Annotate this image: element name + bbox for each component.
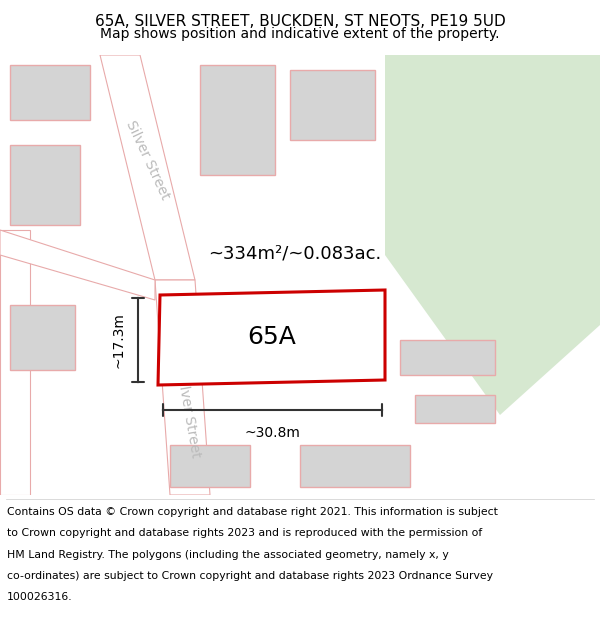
Text: Map shows position and indicative extent of the property.: Map shows position and indicative extent… — [100, 28, 500, 41]
Bar — [415, 395, 495, 423]
Bar — [10, 145, 80, 225]
Polygon shape — [0, 230, 155, 300]
Bar — [200, 65, 275, 175]
Bar — [10, 65, 90, 120]
Text: 65A: 65A — [248, 325, 296, 349]
Bar — [290, 70, 375, 140]
Bar — [170, 445, 250, 487]
Text: ~334m²/~0.083ac.: ~334m²/~0.083ac. — [208, 244, 382, 262]
Bar — [300, 445, 410, 487]
Polygon shape — [158, 290, 385, 385]
Polygon shape — [100, 55, 195, 280]
Text: ~17.3m: ~17.3m — [111, 312, 125, 368]
Text: HM Land Registry. The polygons (including the associated geometry, namely x, y: HM Land Registry. The polygons (includin… — [7, 549, 449, 559]
Text: 65A, SILVER STREET, BUCKDEN, ST NEOTS, PE19 5UD: 65A, SILVER STREET, BUCKDEN, ST NEOTS, P… — [95, 14, 505, 29]
Text: ~30.8m: ~30.8m — [245, 426, 301, 440]
Polygon shape — [0, 230, 30, 495]
Polygon shape — [385, 55, 600, 415]
Text: co-ordinates) are subject to Crown copyright and database rights 2023 Ordnance S: co-ordinates) are subject to Crown copyr… — [7, 571, 493, 581]
Bar — [10, 305, 75, 370]
Text: Silver Street: Silver Street — [173, 372, 202, 458]
Text: Contains OS data © Crown copyright and database right 2021. This information is : Contains OS data © Crown copyright and d… — [7, 507, 498, 517]
Text: to Crown copyright and database rights 2023 and is reproduced with the permissio: to Crown copyright and database rights 2… — [7, 528, 482, 538]
Text: 100026316.: 100026316. — [7, 592, 73, 602]
Polygon shape — [155, 280, 210, 495]
Bar — [400, 340, 495, 375]
Text: Silver Street: Silver Street — [124, 118, 172, 202]
